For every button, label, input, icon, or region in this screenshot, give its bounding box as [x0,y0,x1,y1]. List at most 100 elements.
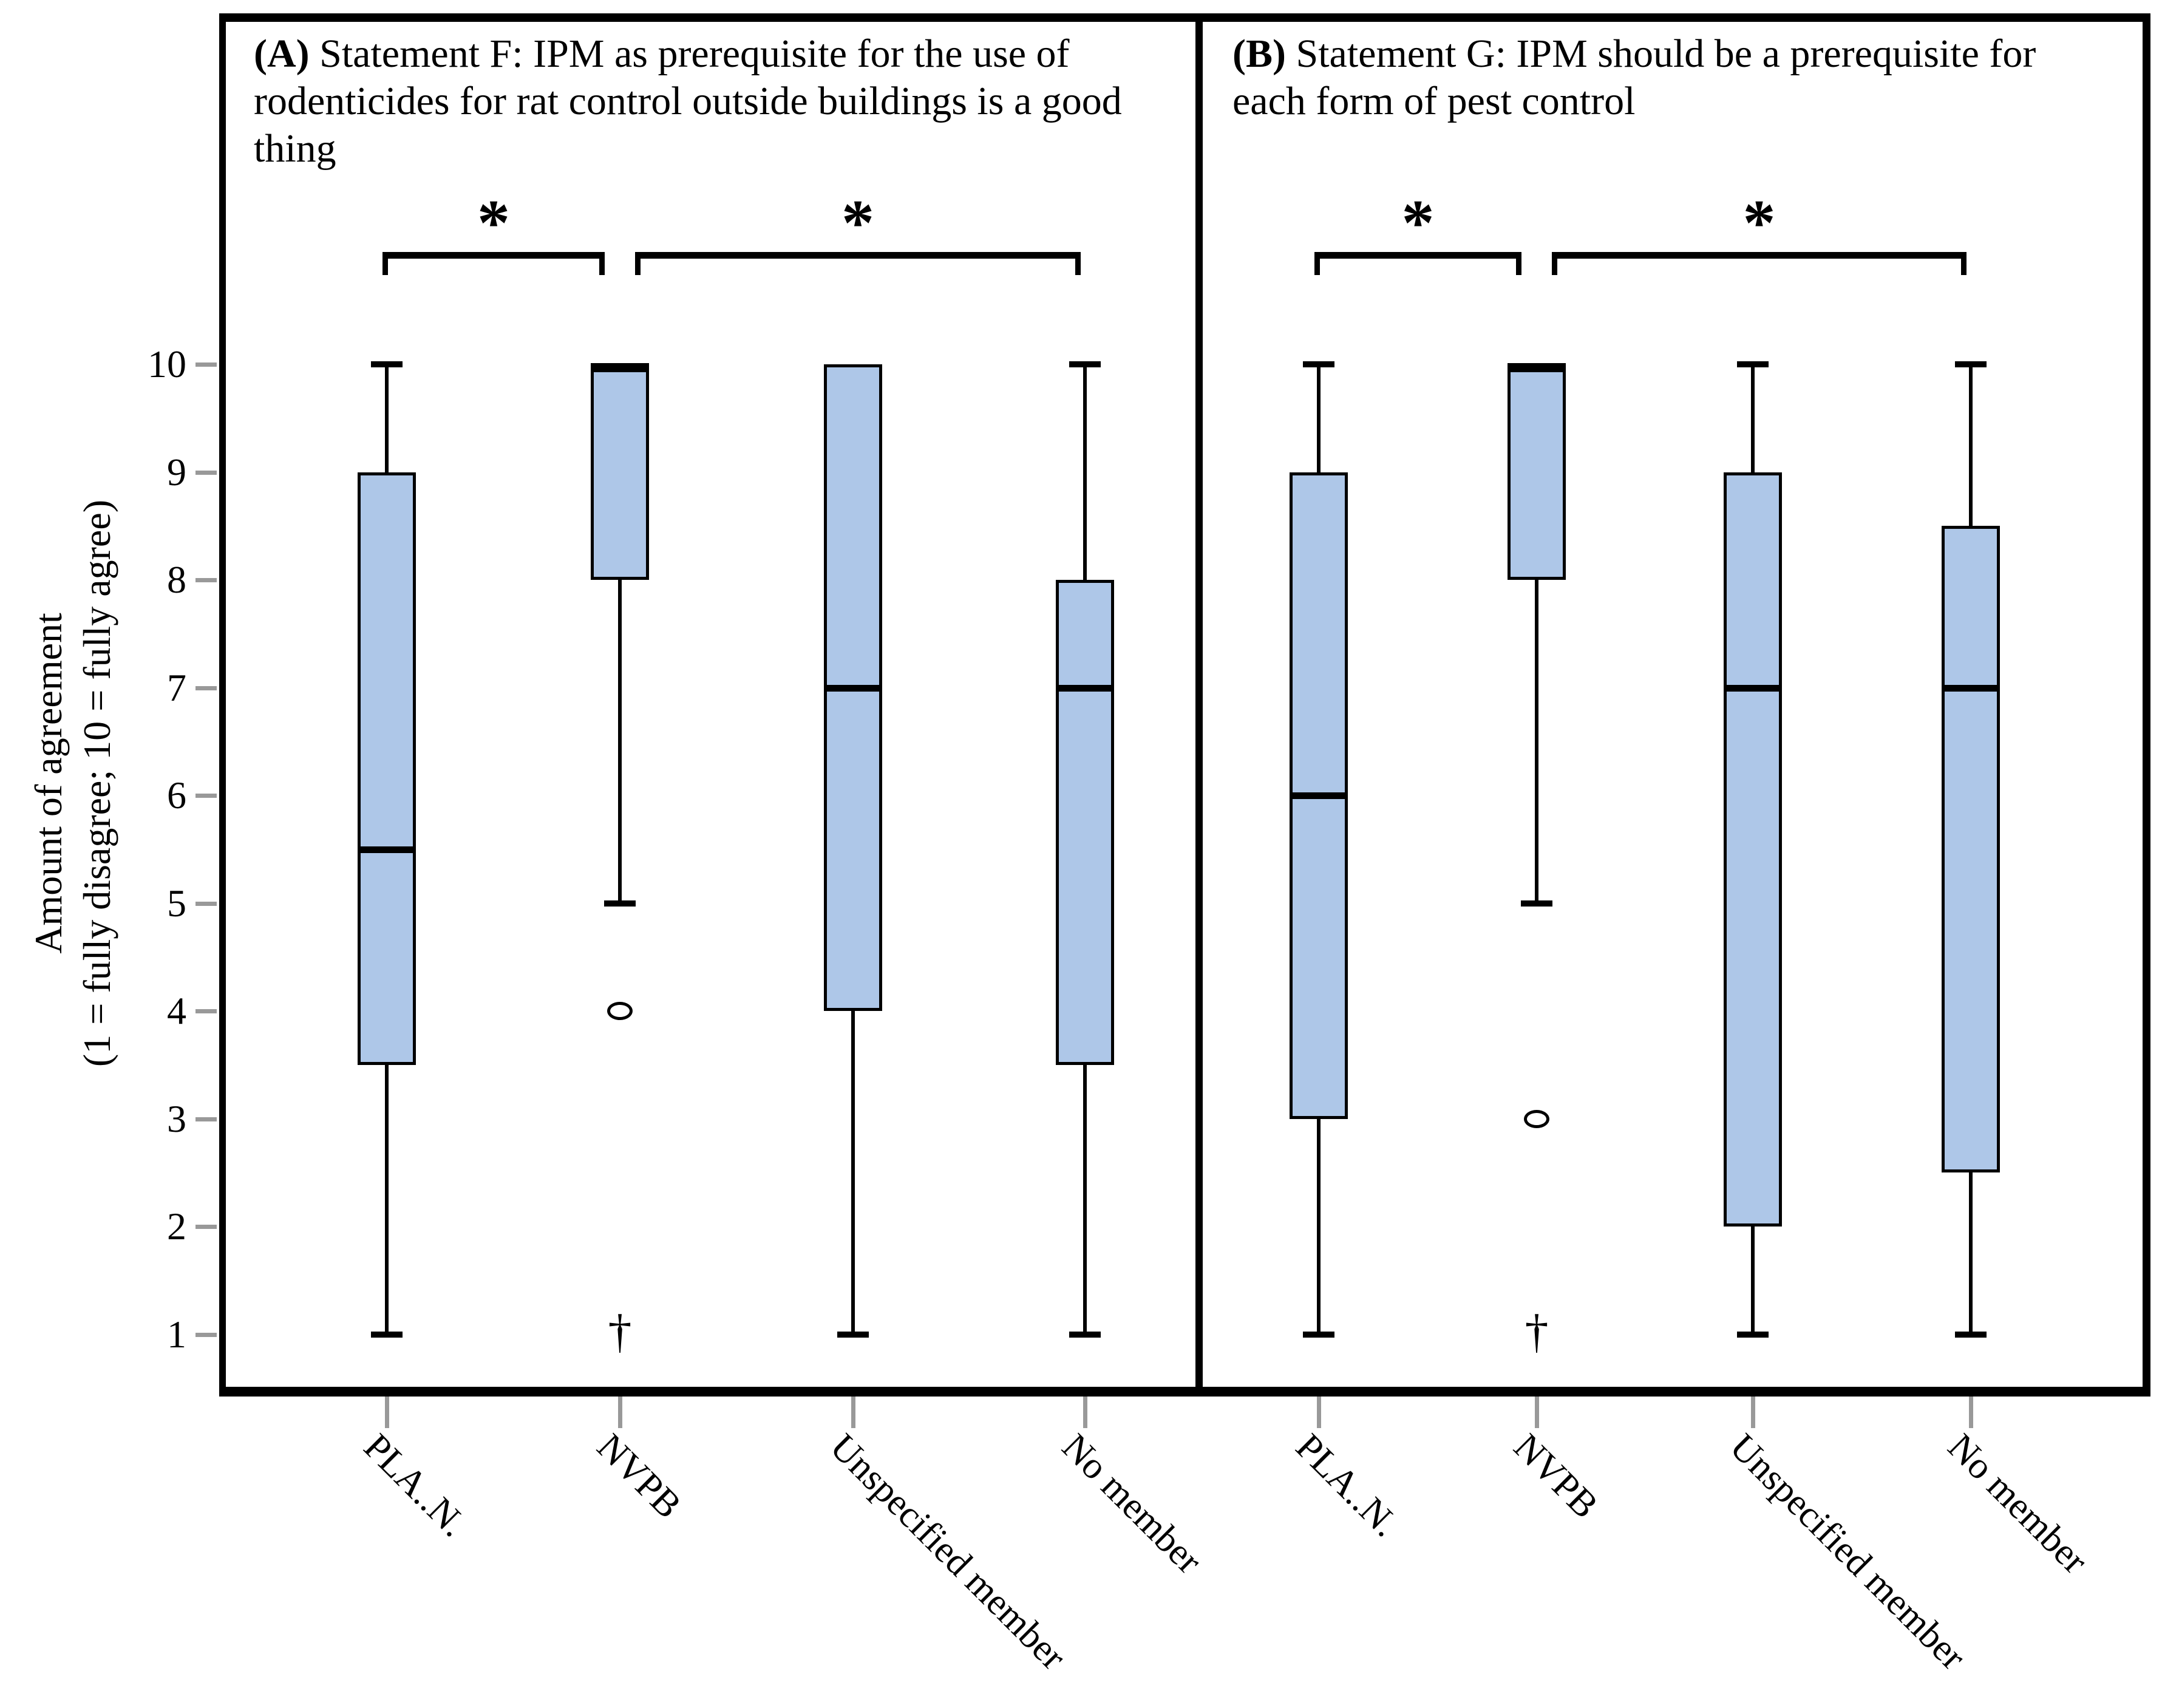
y-tick-stub-7 [195,686,217,690]
box-panel-a-2 [591,364,649,580]
y-tick-stub-10 [195,362,217,367]
whisker-cap-low-panel-a-4 [1069,1331,1101,1338]
whisker-cap-low-panel-b-1 [1303,1331,1334,1338]
y-tick-label-9: 9 [167,450,186,494]
x-tick-panel-b-3 [1751,1397,1755,1428]
bracket-sig-b-1 [1314,252,1521,259]
x-label-panel-a-3: Unspecified member [822,1426,1074,1678]
whisker-cap-low-panel-b-4 [1955,1331,1987,1338]
x-label-panel-b-2: NVPB [1506,1426,1606,1526]
panel-a-title: (A) Statement F: IPM as prerequisite for… [254,30,1201,172]
x-tick-panel-a-1 [385,1397,389,1428]
median-panel-b-3 [1724,684,1782,692]
whisker-cap-high-panel-a-4 [1069,361,1101,367]
y-tick-stub-8 [195,578,217,582]
panel-b-title: (B) Statement G: IPM should be a prerequ… [1232,30,2095,125]
bracket-cap-right-sig-a-1 [599,252,605,275]
x-tick-panel-a-3 [851,1397,855,1428]
whisker-low-panel-b-4 [1969,1172,1973,1335]
y-tick-stub-3 [195,1117,217,1121]
bracket-cap-left-sig-b-2 [1552,252,1557,275]
x-tick-panel-b-4 [1969,1397,1973,1428]
outlier-dagger-panel-a-2: † [608,1304,632,1358]
box-panel-b-2 [1508,364,1566,580]
whisker-high-panel-a-1 [385,364,389,472]
frame-top [219,13,2150,22]
whisker-low-panel-a-2 [618,580,622,903]
whisker-cap-high-panel-b-3 [1737,361,1769,367]
x-tick-panel-a-2 [618,1397,622,1428]
whisker-low-panel-a-4 [1083,1064,1087,1335]
outlier-circle-panel-b-2 [1524,1109,1549,1128]
x-label-panel-a-4: No member [1054,1426,1210,1582]
bracket-cap-left-sig-b-1 [1314,252,1320,275]
bracket-sig-b-2 [1552,252,1967,259]
whisker-cap-high-panel-b-4 [1955,361,1987,367]
whisker-cap-low-panel-b-2 [1521,900,1552,907]
asterisk-sig-b-2: * [1742,187,1776,259]
y-tick-label-5: 5 [167,881,186,925]
whisker-low-panel-b-3 [1751,1227,1755,1335]
whisker-cap-low-panel-a-3 [837,1331,869,1338]
frame-right [2143,13,2150,1397]
median-panel-a-1 [358,846,416,853]
panel-b-label: (B) [1232,32,1286,76]
box-panel-b-3 [1724,472,1782,1227]
y-tick-stub-9 [195,470,217,475]
whisker-cap-low-panel-b-3 [1737,1331,1769,1338]
y-tick-stub-2 [195,1225,217,1229]
y-tick-stub-6 [195,794,217,798]
bracket-cap-left-sig-a-2 [635,252,641,275]
whisker-high-panel-b-3 [1751,364,1755,472]
panel-a-label: (A) [254,32,310,76]
y-tick-label-8: 8 [167,558,186,601]
asterisk-sig-b-1: * [1401,187,1435,259]
y-tick-stub-1 [195,1332,217,1337]
bracket-cap-left-sig-a-1 [382,252,388,275]
whisker-low-panel-a-3 [851,1011,855,1335]
outlier-dagger-panel-b-2: † [1525,1304,1549,1358]
whisker-low-panel-a-1 [385,1064,389,1335]
box-panel-a-4 [1056,580,1114,1065]
median-panel-b-1 [1290,792,1348,799]
panel-b-title-text: Statement G: IPM should be a prerequisit… [1232,32,2036,123]
whisker-cap-low-panel-a-2 [604,900,636,907]
box-panel-b-4 [1942,526,2000,1173]
y-tick-label-7: 7 [167,665,186,709]
y-tick-stub-5 [195,901,217,906]
x-tick-panel-b-1 [1317,1397,1321,1428]
frame-divider [1195,13,1203,1397]
asterisk-sig-a-1: * [477,187,510,259]
frame-left [219,13,226,1397]
outlier-circle-panel-a-2 [607,1002,633,1020]
whisker-cap-high-panel-b-1 [1303,361,1334,367]
asterisk-sig-a-2: * [841,187,874,259]
x-label-panel-b-1: PLA..N. [1288,1426,1407,1545]
x-tick-panel-a-4 [1083,1397,1087,1428]
whisker-low-panel-b-2 [1535,580,1538,903]
panel-a-title-text: Statement F: IPM as prerequisite for the… [254,32,1122,171]
x-tick-panel-b-2 [1535,1397,1539,1428]
box-panel-a-1 [358,472,416,1065]
y-tick-label-2: 2 [167,1205,186,1248]
x-label-panel-a-2: NVPB [589,1426,690,1526]
y-tick-label-3: 3 [167,1097,186,1140]
bracket-cap-right-sig-a-2 [1075,252,1081,275]
frame-bottom [219,1387,2150,1397]
whisker-high-panel-b-1 [1317,364,1321,472]
x-label-panel-b-3: Unspecified member [1722,1426,1974,1678]
y-tick-label-1: 1 [167,1312,186,1356]
bracket-sig-a-1 [382,252,605,259]
median-panel-b-2 [1508,363,1566,372]
y-tick-label-10: 10 [148,342,186,386]
whisker-cap-low-panel-a-1 [371,1331,403,1338]
y-tick-label-4: 4 [167,989,186,1032]
x-label-panel-b-4: No member [1940,1426,2096,1582]
whisker-high-panel-b-4 [1969,364,1973,526]
whisker-low-panel-b-1 [1317,1118,1321,1335]
bracket-cap-right-sig-b-2 [1961,252,1967,275]
y-tick-label-6: 6 [167,774,186,817]
whisker-high-panel-a-4 [1083,364,1087,580]
median-panel-a-3 [824,684,882,692]
